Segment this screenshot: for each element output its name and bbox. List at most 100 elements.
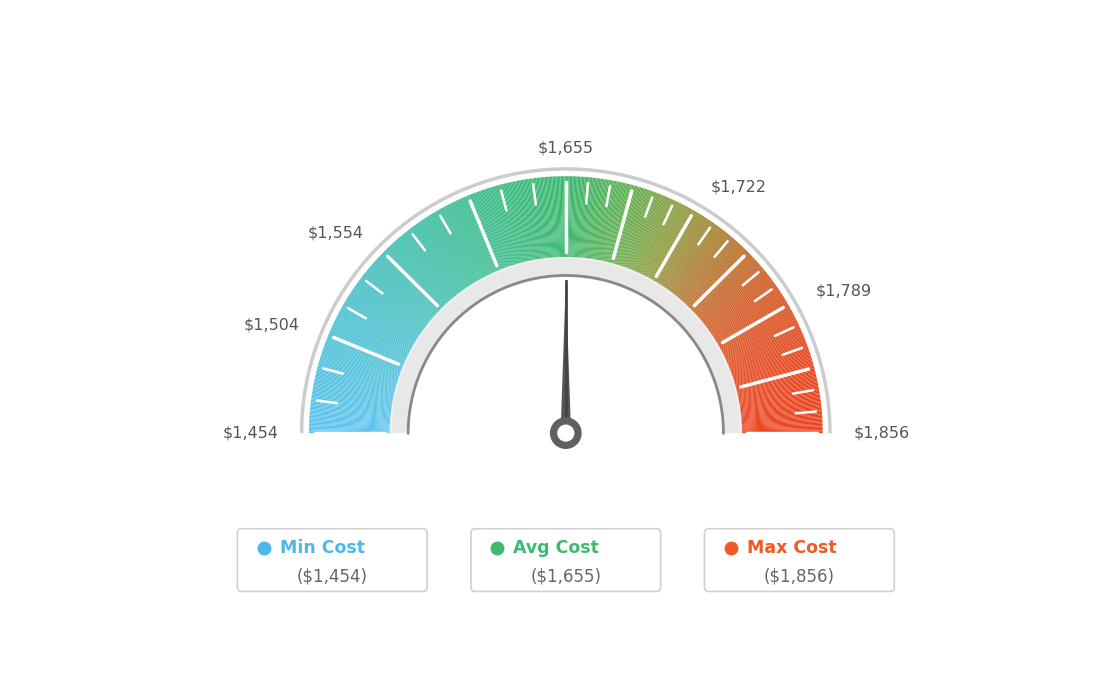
Polygon shape	[678, 235, 731, 299]
Polygon shape	[311, 393, 393, 406]
Polygon shape	[376, 258, 437, 315]
Polygon shape	[322, 348, 401, 376]
Polygon shape	[640, 201, 677, 275]
Polygon shape	[506, 183, 526, 263]
Polygon shape	[707, 280, 773, 329]
Polygon shape	[320, 357, 399, 382]
Polygon shape	[365, 271, 429, 324]
Polygon shape	[655, 212, 698, 283]
Polygon shape	[332, 325, 407, 360]
Polygon shape	[329, 331, 405, 364]
Polygon shape	[329, 333, 405, 365]
Polygon shape	[699, 266, 762, 320]
Polygon shape	[415, 224, 464, 291]
Polygon shape	[689, 250, 747, 309]
Polygon shape	[705, 279, 772, 328]
Polygon shape	[657, 213, 700, 284]
Polygon shape	[512, 181, 530, 262]
Polygon shape	[701, 270, 765, 323]
Polygon shape	[739, 388, 819, 403]
Polygon shape	[580, 177, 587, 259]
Polygon shape	[314, 384, 394, 400]
Polygon shape	[317, 366, 396, 388]
Polygon shape	[720, 309, 792, 350]
Polygon shape	[735, 371, 815, 391]
Polygon shape	[652, 210, 694, 282]
Text: $1,554: $1,554	[308, 225, 363, 240]
Polygon shape	[473, 193, 503, 270]
Polygon shape	[731, 346, 808, 375]
Polygon shape	[549, 177, 555, 258]
Polygon shape	[446, 206, 485, 278]
Polygon shape	[671, 228, 722, 294]
Polygon shape	[635, 197, 668, 273]
Polygon shape	[734, 364, 814, 387]
Polygon shape	[730, 341, 806, 371]
Polygon shape	[705, 278, 772, 328]
Polygon shape	[659, 215, 703, 285]
Polygon shape	[690, 251, 749, 310]
Polygon shape	[604, 182, 623, 262]
Polygon shape	[480, 190, 508, 268]
Polygon shape	[729, 337, 805, 368]
Polygon shape	[737, 384, 818, 400]
Polygon shape	[688, 248, 745, 308]
Polygon shape	[741, 417, 822, 423]
Polygon shape	[651, 209, 693, 281]
Polygon shape	[740, 404, 821, 414]
Polygon shape	[732, 353, 810, 379]
Polygon shape	[487, 188, 512, 266]
Polygon shape	[513, 181, 531, 262]
Polygon shape	[474, 193, 503, 270]
Polygon shape	[708, 283, 775, 332]
Polygon shape	[469, 195, 500, 271]
Polygon shape	[598, 181, 615, 262]
Polygon shape	[347, 298, 417, 342]
Polygon shape	[586, 178, 596, 259]
Polygon shape	[728, 335, 804, 367]
Polygon shape	[624, 191, 652, 268]
Polygon shape	[606, 183, 626, 263]
Polygon shape	[692, 255, 752, 313]
Polygon shape	[739, 394, 820, 408]
Polygon shape	[310, 412, 391, 420]
Polygon shape	[503, 184, 524, 263]
Polygon shape	[316, 372, 395, 392]
Polygon shape	[570, 176, 573, 258]
Polygon shape	[684, 245, 742, 306]
Polygon shape	[677, 235, 730, 298]
Polygon shape	[556, 177, 561, 258]
Polygon shape	[425, 217, 470, 287]
Polygon shape	[516, 181, 532, 262]
Polygon shape	[616, 187, 641, 266]
Polygon shape	[595, 180, 611, 261]
Polygon shape	[592, 179, 605, 260]
Polygon shape	[309, 414, 391, 421]
Polygon shape	[317, 371, 396, 391]
Polygon shape	[328, 335, 404, 367]
Polygon shape	[437, 210, 479, 282]
Polygon shape	[689, 250, 746, 308]
Polygon shape	[736, 373, 816, 393]
Polygon shape	[578, 177, 586, 259]
Polygon shape	[491, 187, 516, 266]
Polygon shape	[350, 293, 418, 339]
Polygon shape	[386, 248, 444, 308]
Polygon shape	[740, 405, 821, 415]
Polygon shape	[309, 431, 391, 432]
Polygon shape	[492, 186, 517, 265]
Polygon shape	[440, 208, 481, 280]
Polygon shape	[731, 347, 808, 375]
Polygon shape	[360, 278, 426, 328]
Polygon shape	[713, 293, 782, 339]
Polygon shape	[546, 177, 554, 259]
Polygon shape	[497, 186, 520, 264]
Polygon shape	[406, 231, 458, 296]
Polygon shape	[708, 282, 774, 331]
Polygon shape	[543, 177, 551, 259]
Polygon shape	[309, 421, 391, 426]
Polygon shape	[390, 245, 447, 306]
Polygon shape	[701, 269, 765, 322]
Polygon shape	[422, 220, 468, 288]
Polygon shape	[314, 382, 394, 400]
